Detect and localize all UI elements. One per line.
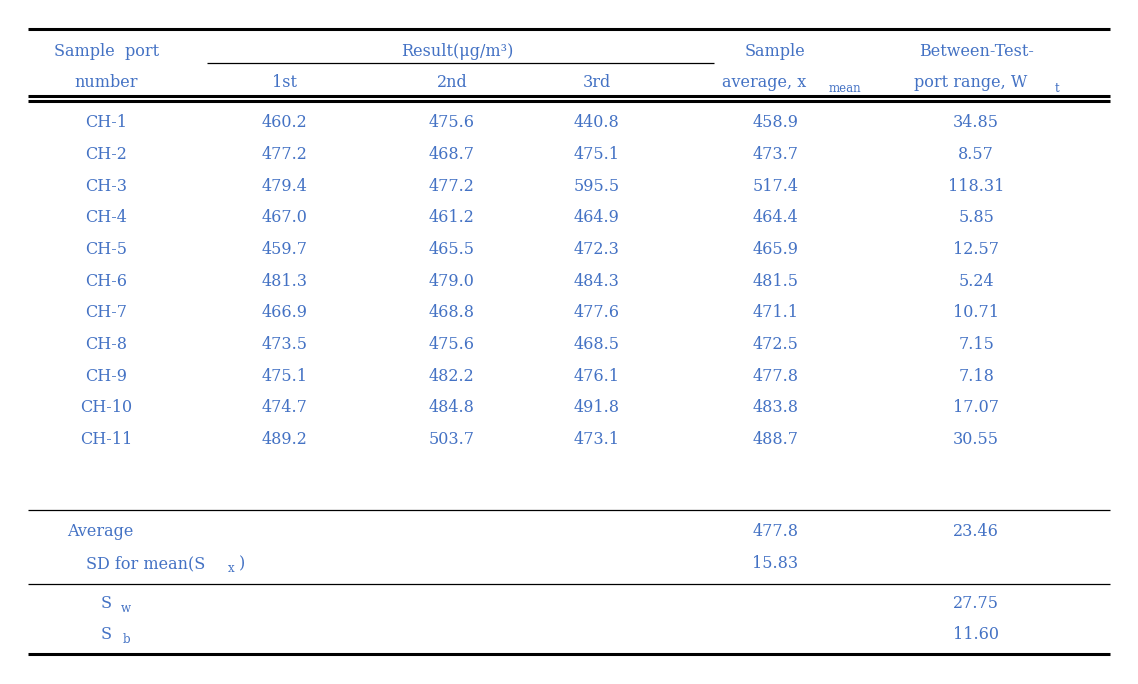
Text: port range, W: port range, W (914, 74, 1028, 91)
Text: 23.46: 23.46 (954, 523, 999, 540)
Text: 466.9: 466.9 (262, 304, 307, 321)
Text: b: b (123, 633, 130, 646)
Text: 474.7: 474.7 (262, 399, 307, 417)
Text: 475.6: 475.6 (429, 114, 475, 131)
Text: 460.2: 460.2 (262, 114, 307, 131)
Text: 3rd: 3rd (583, 74, 611, 91)
Text: 11.60: 11.60 (953, 627, 999, 644)
Text: 488.7: 488.7 (752, 431, 799, 448)
Text: 468.8: 468.8 (429, 304, 475, 321)
Text: 484.8: 484.8 (429, 399, 475, 417)
Text: CH-10: CH-10 (80, 399, 132, 417)
Text: 34.85: 34.85 (953, 114, 999, 131)
Text: CH-5: CH-5 (85, 241, 127, 258)
Text: 482.2: 482.2 (429, 367, 475, 384)
Text: 471.1: 471.1 (752, 304, 799, 321)
Text: 118.31: 118.31 (948, 178, 1004, 195)
Text: 489.2: 489.2 (262, 431, 307, 448)
Text: 472.5: 472.5 (752, 336, 798, 353)
Text: average, x: average, x (721, 74, 807, 91)
Text: 459.7: 459.7 (262, 241, 307, 258)
Text: 464.4: 464.4 (752, 209, 798, 226)
Text: 461.2: 461.2 (429, 209, 475, 226)
Text: 473.5: 473.5 (262, 336, 307, 353)
Text: 17.07: 17.07 (953, 399, 999, 417)
Text: 484.3: 484.3 (574, 273, 620, 290)
Text: 2nd: 2nd (437, 74, 468, 91)
Text: 5.85: 5.85 (958, 209, 993, 226)
Text: Result(μg/m³): Result(μg/m³) (402, 43, 513, 60)
Text: 10.71: 10.71 (953, 304, 999, 321)
Text: CH-6: CH-6 (85, 273, 127, 290)
Text: 468.7: 468.7 (429, 146, 475, 163)
Text: 15.83: 15.83 (752, 555, 799, 572)
Text: 477.2: 477.2 (429, 178, 475, 195)
Text: CH-7: CH-7 (85, 304, 127, 321)
Text: CH-2: CH-2 (85, 146, 127, 163)
Text: CH-8: CH-8 (85, 336, 127, 353)
Text: 473.1: 473.1 (574, 431, 620, 448)
Text: 440.8: 440.8 (574, 114, 620, 131)
Text: CH-11: CH-11 (80, 431, 132, 448)
Text: 503.7: 503.7 (429, 431, 475, 448)
Text: 479.0: 479.0 (429, 273, 475, 290)
Text: S: S (100, 595, 112, 612)
Text: x: x (228, 562, 234, 575)
Text: number: number (74, 74, 138, 91)
Text: 465.9: 465.9 (752, 241, 799, 258)
Text: 5.24: 5.24 (958, 273, 993, 290)
Text: 517.4: 517.4 (752, 178, 799, 195)
Text: 473.7: 473.7 (752, 146, 799, 163)
Text: w: w (122, 603, 131, 616)
Text: 12.57: 12.57 (953, 241, 999, 258)
Text: Sample: Sample (745, 43, 806, 60)
Text: 477.6: 477.6 (574, 304, 620, 321)
Text: CH-1: CH-1 (85, 114, 127, 131)
Text: 476.1: 476.1 (574, 367, 620, 384)
Text: 475.6: 475.6 (429, 336, 475, 353)
Text: 8.57: 8.57 (958, 146, 993, 163)
Text: 481.3: 481.3 (262, 273, 307, 290)
Text: SD for mean(S: SD for mean(S (85, 555, 205, 572)
Text: 481.5: 481.5 (752, 273, 799, 290)
Text: 468.5: 468.5 (574, 336, 620, 353)
Text: 475.1: 475.1 (262, 367, 307, 384)
Text: Between-Test-: Between-Test- (918, 43, 1033, 60)
Text: 464.9: 464.9 (574, 209, 620, 226)
Text: CH-3: CH-3 (85, 178, 127, 195)
Text: mean: mean (828, 82, 860, 95)
Text: 467.0: 467.0 (262, 209, 307, 226)
Text: 477.8: 477.8 (752, 367, 799, 384)
Text: 30.55: 30.55 (953, 431, 999, 448)
Text: ): ) (239, 555, 246, 572)
Text: 477.2: 477.2 (262, 146, 307, 163)
Text: 7.15: 7.15 (958, 336, 993, 353)
Text: 458.9: 458.9 (752, 114, 799, 131)
Text: 479.4: 479.4 (262, 178, 307, 195)
Text: 472.3: 472.3 (574, 241, 620, 258)
Text: CH-4: CH-4 (85, 209, 127, 226)
Text: 465.5: 465.5 (429, 241, 475, 258)
Text: CH-9: CH-9 (85, 367, 127, 384)
Text: t: t (1055, 82, 1059, 95)
Text: 475.1: 475.1 (574, 146, 620, 163)
Text: 491.8: 491.8 (574, 399, 620, 417)
Text: 7.18: 7.18 (958, 367, 993, 384)
Text: 477.8: 477.8 (752, 523, 799, 540)
Text: 483.8: 483.8 (752, 399, 799, 417)
Text: S: S (100, 627, 112, 644)
Text: Sample  port: Sample port (53, 43, 158, 60)
Text: Average: Average (67, 523, 134, 540)
Text: 27.75: 27.75 (953, 595, 999, 612)
Text: 595.5: 595.5 (574, 178, 620, 195)
Text: 1st: 1st (272, 74, 297, 91)
